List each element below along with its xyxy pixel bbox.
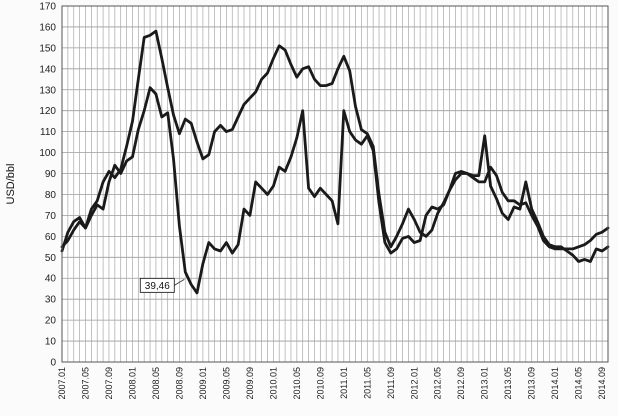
x-tick-label: 2008.01 xyxy=(127,367,137,400)
y-tick-label: 160 xyxy=(39,22,56,33)
x-tick-label: 2014.01 xyxy=(550,367,560,400)
annotation-label: 39,46 xyxy=(145,281,170,292)
x-tick-label: 2008.09 xyxy=(174,367,184,400)
y-tick-label: 80 xyxy=(45,190,57,201)
y-tick-label: 110 xyxy=(40,127,56,138)
x-tick-label: 2007.01 xyxy=(57,367,67,400)
x-tick-label: 2014.05 xyxy=(574,367,584,400)
y-tick-label: 50 xyxy=(45,253,57,264)
y-tick-label: 130 xyxy=(39,85,56,96)
series-line-2 xyxy=(60,86,610,295)
y-tick-label: 150 xyxy=(39,43,56,54)
y-tick-label: 120 xyxy=(39,106,56,117)
annotation-box xyxy=(139,277,175,293)
y-tick-label: 70 xyxy=(45,211,57,222)
x-tick-label: 2012.05 xyxy=(433,367,443,400)
x-tick-label: 2011.01 xyxy=(339,367,349,399)
y-tick-label: 90 xyxy=(45,169,57,180)
x-tick-label: 2007.05 xyxy=(80,367,90,400)
x-tick-label: 2013.09 xyxy=(527,367,537,400)
x-tick-label: 2010.05 xyxy=(292,367,302,400)
plot-area xyxy=(62,6,608,362)
x-tick-label: 2014.09 xyxy=(597,367,607,400)
x-tick-label: 2011.09 xyxy=(386,367,396,399)
x-tick-label: 2010.01 xyxy=(268,367,278,400)
y-tick-label: 30 xyxy=(45,295,57,306)
y-tick-label: 40 xyxy=(45,274,57,285)
x-tick-label: 2011.05 xyxy=(362,367,372,399)
y-tick-label: 10 xyxy=(45,337,57,348)
y-tick-label: 20 xyxy=(45,316,57,327)
annotations: 39,46 xyxy=(139,277,185,293)
grid xyxy=(61,5,609,363)
x-tick-label: 2009.09 xyxy=(245,367,255,400)
y-tick-label: 170 xyxy=(39,2,56,13)
series-line-1 xyxy=(60,29,610,251)
y-tick-label: 100 xyxy=(39,148,56,159)
series-group xyxy=(60,29,610,295)
plot-frame xyxy=(61,5,609,363)
y-tick-label: 0 xyxy=(50,358,56,369)
x-tick-label: 2009.05 xyxy=(221,367,231,400)
y-tick-label: 60 xyxy=(45,232,57,243)
x-tick-label: 2013.05 xyxy=(503,367,513,400)
x-tick-label: 2008.05 xyxy=(151,367,161,400)
y-tick-label: 140 xyxy=(39,64,56,75)
x-tick-label: 2009.01 xyxy=(198,367,208,400)
x-tick-label: 2010.09 xyxy=(315,367,325,400)
x-tick-label: 2012.09 xyxy=(456,367,466,400)
x-tick-label: 2012.01 xyxy=(409,367,419,400)
y-axis-label: USD/bbl xyxy=(5,164,17,205)
x-tick-label: 2013.01 xyxy=(480,367,490,400)
x-tick-label: 2007.09 xyxy=(104,367,114,400)
annotation-leader xyxy=(174,279,185,286)
axes: 0 10 20 30 40 50 60 70 80 90 100 110 120 130 140 150 160… xyxy=(5,2,609,400)
